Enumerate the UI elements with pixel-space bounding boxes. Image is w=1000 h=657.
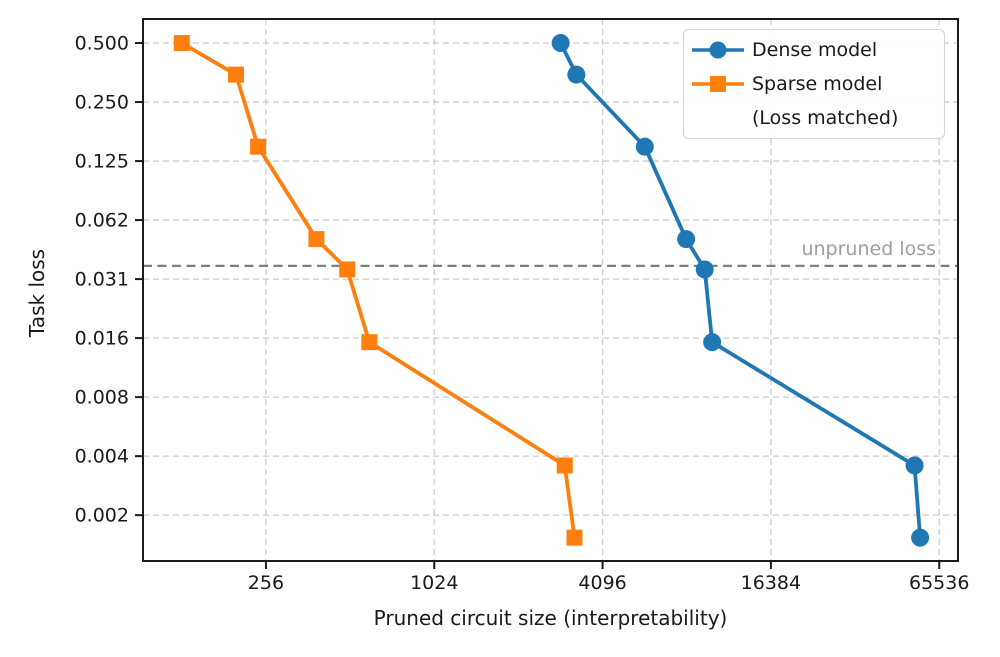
x-tick-label: 1024 [410,572,458,594]
data-point-sparse [308,231,325,248]
legend-label-sparse-line2: (Loss matched) [752,106,899,129]
legend-label-dense: Dense model [752,38,878,61]
legend-entry-sparse-model: Sparse model [684,67,944,101]
legend-marker-sparse [684,74,752,94]
x-tick-label: 65536 [909,572,969,594]
legend-marker-dense [684,40,752,60]
data-point-dense [635,137,654,156]
y-tick-label: 0.016 [75,328,129,350]
data-point-dense [677,230,696,249]
data-point-dense [695,260,714,279]
data-point-sparse [339,261,356,278]
data-point-dense [911,528,930,547]
legend-entry-sparse-model-line2: (Loss matched) [684,101,944,135]
series-line-sparse [179,41,577,540]
legend-entry-dense-model: Dense model [684,33,944,67]
y-tick-label: 0.500 [75,33,129,55]
y-tick-label: 0.002 [75,505,129,527]
y-axis-title: Task loss [25,248,49,338]
data-point-sparse [173,35,190,52]
x-axis-title: Pruned circuit size (interpretability) [373,606,728,630]
legend-dense-circle-icon [709,41,727,59]
data-point-sparse [566,529,583,546]
axes-box [142,18,959,562]
data-point-sparse [227,66,244,83]
y-tick-label: 0.031 [75,269,129,291]
dense-line-circle-icon [692,41,744,59]
data-point-dense [703,333,722,352]
data-point-sparse [361,334,378,351]
data-point-sparse [250,138,267,155]
unpruned-loss-annotation: unpruned loss [801,238,936,260]
y-tick-label: 0.062 [75,210,129,232]
sparse-line-square-icon [692,76,744,92]
legend-label-sparse: Sparse model [752,72,883,95]
x-tick-label: 256 [248,572,284,594]
y-tick-label: 0.125 [75,151,129,173]
y-tick-label: 0.250 [75,92,129,114]
x-tick-label: 16384 [741,572,801,594]
legend-sparse-square-icon [710,76,726,92]
y-tick-label: 0.008 [75,387,129,409]
x-tick-label: 4096 [578,572,626,594]
data-point-sparse [556,457,573,474]
data-point-dense [905,456,924,475]
data-point-dense [551,34,570,53]
legend: Dense model Sparse model (Loss matched) [683,29,945,139]
data-point-dense [567,65,586,84]
y-tick-label: 0.004 [75,446,129,468]
series-line-dense [558,41,923,540]
